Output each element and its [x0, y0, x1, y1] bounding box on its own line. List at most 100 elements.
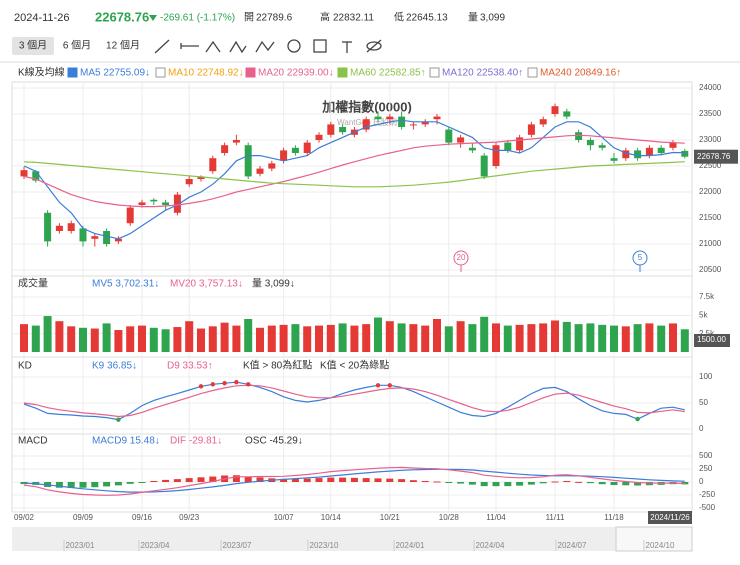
- legend-label: MA5 22755.09↓: [80, 68, 150, 79]
- y-tick-label: 21500: [699, 213, 722, 222]
- osc-bar: [409, 480, 417, 482]
- osc-bar: [586, 482, 594, 484]
- legend-checkbox[interactable]: [429, 67, 440, 78]
- volume-bar: [645, 323, 654, 352]
- legend-label: DIF -29.81↓: [170, 436, 222, 447]
- volume-bar: [20, 324, 28, 352]
- candle-body: [44, 212, 52, 242]
- stat-label: 低: [394, 11, 404, 24]
- osc-bar: [480, 482, 488, 487]
- volume-bar: [598, 324, 607, 352]
- legend-label: MA60 22582.85↑: [350, 68, 426, 79]
- osc-bar: [103, 482, 111, 487]
- legend-label: D9 33.53↑: [167, 361, 213, 372]
- panel-title: K線及均線: [18, 66, 65, 79]
- high-dot: [210, 382, 215, 387]
- navigator-label: 2023/10: [310, 541, 339, 550]
- annotation-label: 20: [457, 253, 466, 262]
- navigator-label: 2024/10: [646, 541, 675, 550]
- candle-body: [315, 134, 323, 140]
- osc-bar: [197, 477, 205, 482]
- legend-label: OSC -45.29↓: [245, 436, 303, 447]
- volume-bar: [114, 330, 123, 352]
- annotation-marker[interactable]: [632, 250, 648, 266]
- drawing-tools[interactable]: [154, 39, 382, 54]
- volume-bar: [126, 326, 135, 352]
- high-dot: [387, 383, 392, 388]
- legend-label: 量 3,099↓: [252, 278, 295, 290]
- candle-body: [162, 202, 170, 205]
- candle-body: [681, 150, 689, 157]
- candle-body: [445, 129, 453, 143]
- candle-body: [91, 236, 99, 239]
- legend-checkbox[interactable]: [527, 67, 538, 78]
- cursor-date: 2024/11/26: [650, 513, 690, 522]
- high-dot: [375, 383, 381, 388]
- volume-bar: [633, 324, 642, 352]
- volume-bar: [421, 325, 430, 352]
- navigator-label: 2024/04: [476, 541, 505, 550]
- candle-body: [79, 228, 87, 242]
- candle-body: [657, 147, 665, 153]
- volume-bar: [267, 325, 276, 352]
- y-tick-label: 20500: [699, 265, 722, 274]
- volume-bar: [374, 317, 382, 352]
- y-tick-label: 500: [699, 451, 713, 460]
- y-tick-label: 23000: [699, 135, 722, 144]
- range-label[interactable]: 3 個月: [19, 39, 47, 52]
- range-button[interactable]: [100, 37, 146, 55]
- range-button[interactable]: [56, 37, 98, 55]
- volume-bar: [680, 329, 689, 352]
- navigator[interactable]: [12, 527, 692, 551]
- osc-bar: [374, 478, 382, 482]
- osc-bar: [622, 482, 630, 486]
- series-line: [23, 119, 685, 240]
- annotation-marker[interactable]: [453, 250, 469, 266]
- legend-checkbox[interactable]: [67, 67, 78, 78]
- volume-bar: [43, 316, 52, 352]
- candle-body: [398, 116, 406, 127]
- candle-body: [669, 142, 677, 148]
- osc-bar: [598, 482, 606, 485]
- volume-bar: [220, 322, 229, 352]
- osc-bar: [138, 482, 146, 483]
- legend-checkbox[interactable]: [155, 67, 166, 78]
- volume-bar: [444, 326, 453, 352]
- volume-bar: [610, 325, 618, 352]
- osc-bar: [67, 482, 75, 488]
- candle-body: [138, 202, 146, 205]
- legend-label: MA10 22748.92↓: [168, 68, 244, 79]
- stat-value: 3,099: [480, 13, 505, 24]
- candle-body: [575, 132, 583, 140]
- legend-checkbox[interactable]: [337, 67, 348, 78]
- range-label[interactable]: 12 個月: [106, 39, 140, 52]
- last-price-label: 22678.76: [697, 152, 731, 161]
- navigator-window[interactable]: [615, 526, 693, 552]
- osc-bar: [421, 480, 429, 482]
- panel-title: KD: [18, 361, 32, 372]
- range-label[interactable]: 6 個月: [63, 39, 91, 52]
- candle-body: [527, 124, 535, 135]
- x-tick-label: 10/14: [321, 513, 342, 522]
- osc-bar: [79, 482, 87, 488]
- panel-title: MACD: [18, 436, 47, 447]
- volume-bar: [527, 324, 536, 352]
- volume-bar: [256, 327, 264, 352]
- navigator-label: 2023/07: [223, 541, 252, 550]
- osc-bar: [445, 482, 453, 483]
- y-tick-label: 0: [699, 477, 704, 486]
- volume-bar: [456, 321, 465, 352]
- volume-bar: [149, 327, 158, 352]
- range-button[interactable]: [12, 37, 54, 55]
- y-tick-label: 7.5k: [699, 292, 715, 301]
- osc-bar: [291, 478, 299, 482]
- osc-bar: [91, 482, 99, 488]
- stat-label: 高: [320, 11, 330, 24]
- candle-body: [645, 147, 653, 156]
- volume-bar: [515, 324, 524, 352]
- x-tick-label: 11/04: [486, 513, 506, 522]
- osc-bar: [185, 478, 193, 482]
- candle-body: [586, 140, 594, 146]
- legend-checkbox[interactable]: [245, 67, 256, 78]
